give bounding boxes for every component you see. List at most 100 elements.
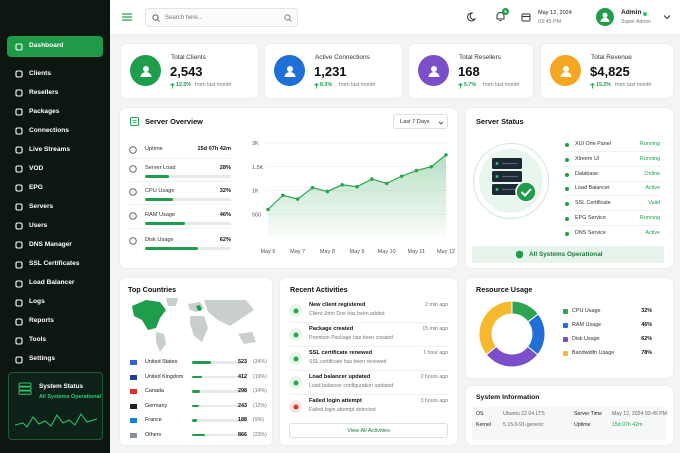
legend-value: 32%: [641, 308, 652, 314]
country-name: France: [145, 417, 162, 423]
menu-item[interactable]: Resellers: [7, 86, 103, 100]
menu-item[interactable]: Logs: [7, 296, 103, 310]
x-tick-label: May 6: [261, 249, 276, 255]
info-label: OS: [476, 411, 484, 417]
donut-chart: [478, 300, 546, 368]
metric-track: [145, 247, 231, 250]
icon-shape: [129, 165, 137, 173]
x-tick-label: May 12: [437, 249, 455, 255]
search-box[interactable]: Search here...: [145, 8, 298, 27]
icon-shape: [15, 184, 23, 192]
icon-shape: [15, 165, 23, 173]
info-value: 15d 07h 42m: [612, 422, 643, 428]
point: [295, 197, 300, 201]
y-tick-label: 2K: [252, 141, 259, 147]
icon-shape: [458, 82, 463, 88]
flag: [130, 418, 137, 423]
menu-item[interactable]: Settings: [7, 353, 103, 367]
menu-label: Logs: [29, 298, 45, 306]
menu-item[interactable]: Servers: [7, 200, 103, 214]
icon-shape: [15, 108, 23, 116]
activity-icon: [289, 328, 302, 341]
activity-icon: [289, 352, 302, 365]
status-dot: [565, 143, 569, 147]
activity-divider: [289, 370, 448, 371]
menu-item[interactable]: Live Streams: [7, 143, 103, 157]
icon-shape: [314, 82, 319, 88]
stat-card: Total Clients 2,543 12.5% from last month: [121, 44, 258, 98]
metric-icon: [129, 146, 137, 154]
online-dot: [643, 12, 647, 16]
menu-item[interactable]: SSL Certificates: [7, 258, 103, 272]
land: [166, 298, 178, 306]
view-all-button[interactable]: View All Activities: [289, 423, 448, 438]
legend-value: 62%: [641, 336, 652, 342]
icon-shape: [293, 332, 298, 337]
activity-divider: [289, 322, 448, 323]
x-tick-label: May 8: [320, 249, 335, 255]
header-time: 03:45 PM: [538, 19, 562, 25]
menu-item[interactable]: Dashboard: [7, 36, 103, 57]
menu-item[interactable]: DNS Manager: [7, 238, 103, 252]
menu-item[interactable]: VOD: [7, 162, 103, 176]
icon-shape: [602, 12, 608, 18]
info-value: 5.15.0-91-generic: [503, 422, 544, 428]
legend-label: CPU Usage: [572, 308, 601, 314]
metric-divider: [129, 158, 231, 159]
menu-item[interactable]: Packages: [7, 105, 103, 119]
land: [188, 302, 204, 312]
metric-icon: [129, 212, 137, 220]
card-title: Recent Activities: [290, 285, 348, 294]
stat-value: 168: [458, 64, 480, 79]
icon-shape: [18, 386, 32, 391]
land: [132, 300, 166, 330]
activity-glyph: [293, 308, 298, 313]
icon-shape: [438, 121, 444, 125]
country-share: (19%): [253, 373, 267, 380]
calendar-icon: [521, 13, 531, 22]
point: [444, 153, 448, 157]
menu-icon: [15, 318, 23, 326]
period-select[interactable]: Last 7 Days: [393, 114, 448, 129]
activity-time: 2 hours ago: [420, 374, 448, 380]
menu-label: Load Balancer: [29, 279, 75, 287]
system-information-card: System Information OS Ubuntu 22.04 LTS Serv…: [466, 386, 673, 445]
service-name: Xtreem UI: [575, 155, 600, 162]
x-tick-label: May 7: [290, 249, 305, 255]
icon-shape: [496, 12, 505, 21]
menu-item[interactable]: Load Balancer: [7, 277, 103, 291]
icon-shape: [521, 13, 531, 22]
stat-change: 15.2%: [596, 82, 612, 88]
activity-time: 1 hour ago: [423, 350, 448, 356]
trend-arrow: [590, 82, 595, 88]
menu-item[interactable]: Tools: [7, 334, 103, 348]
menu-item[interactable]: Connections: [7, 124, 103, 138]
menu-label: Reports: [29, 317, 54, 325]
country-name: Canada: [145, 388, 164, 394]
menu-icon: [15, 241, 23, 249]
menu-item[interactable]: Reports: [7, 315, 103, 329]
menu-item[interactable]: EPG: [7, 181, 103, 195]
icon-shape: [15, 146, 23, 154]
icon-shape: [663, 15, 671, 20]
menu-item[interactable]: Clients: [7, 67, 103, 81]
check-badge: [515, 181, 537, 203]
service-status: Running: [639, 141, 660, 147]
avatar: [596, 8, 614, 26]
stat-change: 8.3%: [320, 82, 333, 88]
activity-time: 3 hours ago: [420, 398, 448, 404]
menu-item[interactable]: Users: [7, 219, 103, 233]
metric-value: 46%: [219, 212, 231, 218]
service-name: Database: [575, 170, 599, 177]
stat-label: Total Clients: [171, 54, 206, 61]
point: [384, 181, 389, 186]
menu-label: Clients: [29, 69, 51, 77]
icon-shape: [129, 188, 137, 196]
share-bar: [192, 404, 199, 408]
icon-shape: [129, 237, 137, 245]
icon-shape: [15, 318, 23, 326]
status-dot: [565, 217, 569, 221]
menu-icon: [15, 203, 23, 211]
legend-value: 78%: [641, 350, 652, 356]
menu-icon: [15, 260, 23, 269]
